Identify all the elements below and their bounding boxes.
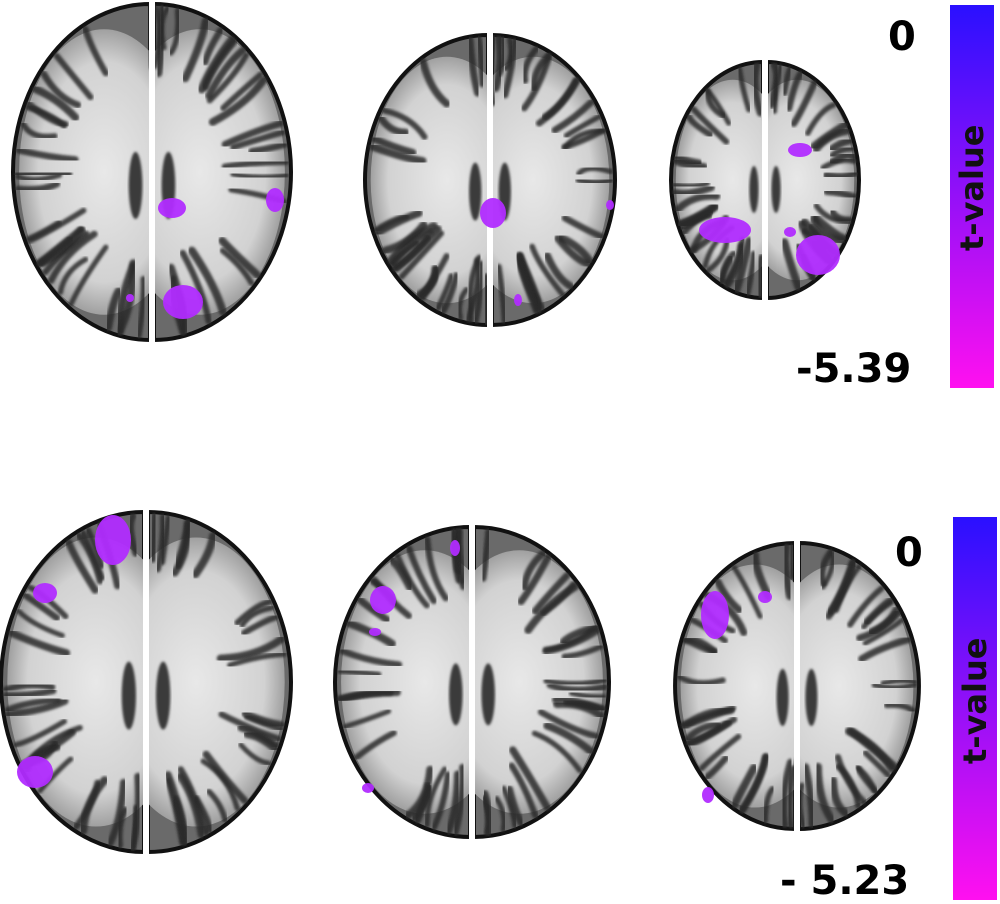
brain-slice: [0, 509, 293, 855]
colorbar-top-max-label: 0: [888, 14, 916, 60]
activation-cluster: [514, 294, 522, 306]
activation-cluster: [788, 143, 812, 157]
midline-gap: [762, 60, 768, 300]
activation-cluster: [784, 227, 796, 237]
activation-cluster: [758, 591, 772, 603]
right-hemisphere: [490, 32, 617, 328]
activation-cluster: [126, 294, 134, 302]
activation-cluster: [266, 188, 284, 212]
activation-cluster: [95, 515, 131, 565]
brain-slice: [333, 524, 611, 840]
activation-cluster: [606, 200, 614, 210]
activation-cluster: [369, 628, 381, 636]
colorbar-top: [950, 5, 994, 388]
right-hemisphere: [152, 1, 293, 343]
brain-slice: [673, 540, 921, 832]
colorbar-bottom: [953, 517, 997, 900]
midline-gap: [794, 541, 800, 831]
activation-cluster: [370, 586, 396, 614]
activation-cluster: [33, 583, 57, 603]
colorbar-top-min-label: -5.39: [796, 346, 912, 392]
colorbar-top-title: t-value: [953, 124, 991, 251]
right-hemisphere: [472, 524, 611, 840]
colorbar-bottom-min-label: - 5.23: [780, 858, 910, 904]
activation-cluster: [158, 198, 186, 218]
right-hemisphere: [797, 540, 921, 832]
colorbar-bottom-title: t-value: [956, 637, 994, 764]
activation-cluster: [450, 540, 460, 556]
midline-gap: [469, 525, 475, 839]
left-hemisphere: [363, 32, 490, 328]
midline-gap: [149, 2, 155, 342]
activation-cluster: [362, 783, 374, 793]
colorbar-bottom-max-label: 0: [895, 530, 923, 576]
brain-slice: [11, 1, 293, 343]
activation-cluster: [163, 285, 203, 319]
activation-cluster: [702, 787, 714, 803]
brain-slice: [669, 59, 861, 301]
brain-slice: [363, 32, 617, 328]
midline-gap: [143, 510, 149, 854]
midline-gap: [487, 33, 493, 327]
right-hemisphere: [146, 509, 293, 855]
activation-cluster: [699, 217, 751, 243]
activation-cluster: [17, 756, 53, 788]
left-hemisphere: [333, 524, 472, 840]
activation-cluster: [701, 591, 729, 639]
activation-cluster: [480, 198, 506, 228]
activation-cluster: [796, 235, 840, 275]
